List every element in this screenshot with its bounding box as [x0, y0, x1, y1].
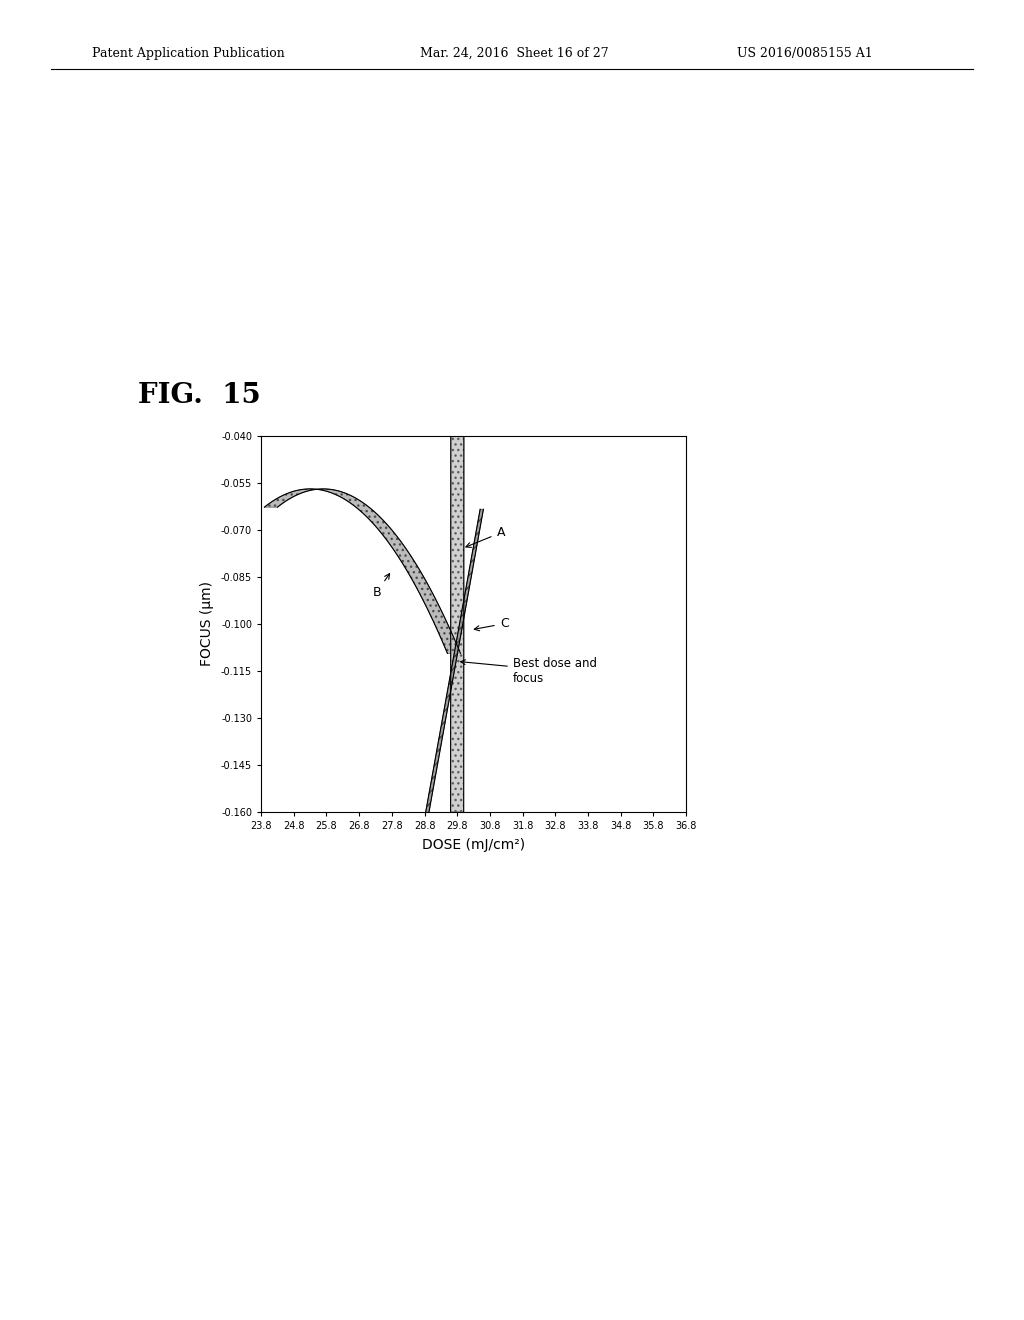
Text: FIG.  15: FIG. 15 — [138, 381, 261, 409]
Text: C: C — [474, 618, 509, 631]
Text: Best dose and
focus: Best dose and focus — [461, 657, 597, 685]
Text: US 2016/0085155 A1: US 2016/0085155 A1 — [737, 46, 873, 59]
Text: Mar. 24, 2016  Sheet 16 of 27: Mar. 24, 2016 Sheet 16 of 27 — [420, 46, 608, 59]
Polygon shape — [451, 436, 464, 812]
Polygon shape — [425, 510, 483, 818]
Text: A: A — [466, 527, 505, 548]
Y-axis label: FOCUS (μm): FOCUS (μm) — [200, 581, 214, 667]
Polygon shape — [264, 488, 461, 653]
Text: B: B — [373, 574, 389, 599]
X-axis label: DOSE (mJ/cm²): DOSE (mJ/cm²) — [422, 838, 525, 851]
Text: Patent Application Publication: Patent Application Publication — [92, 46, 285, 59]
